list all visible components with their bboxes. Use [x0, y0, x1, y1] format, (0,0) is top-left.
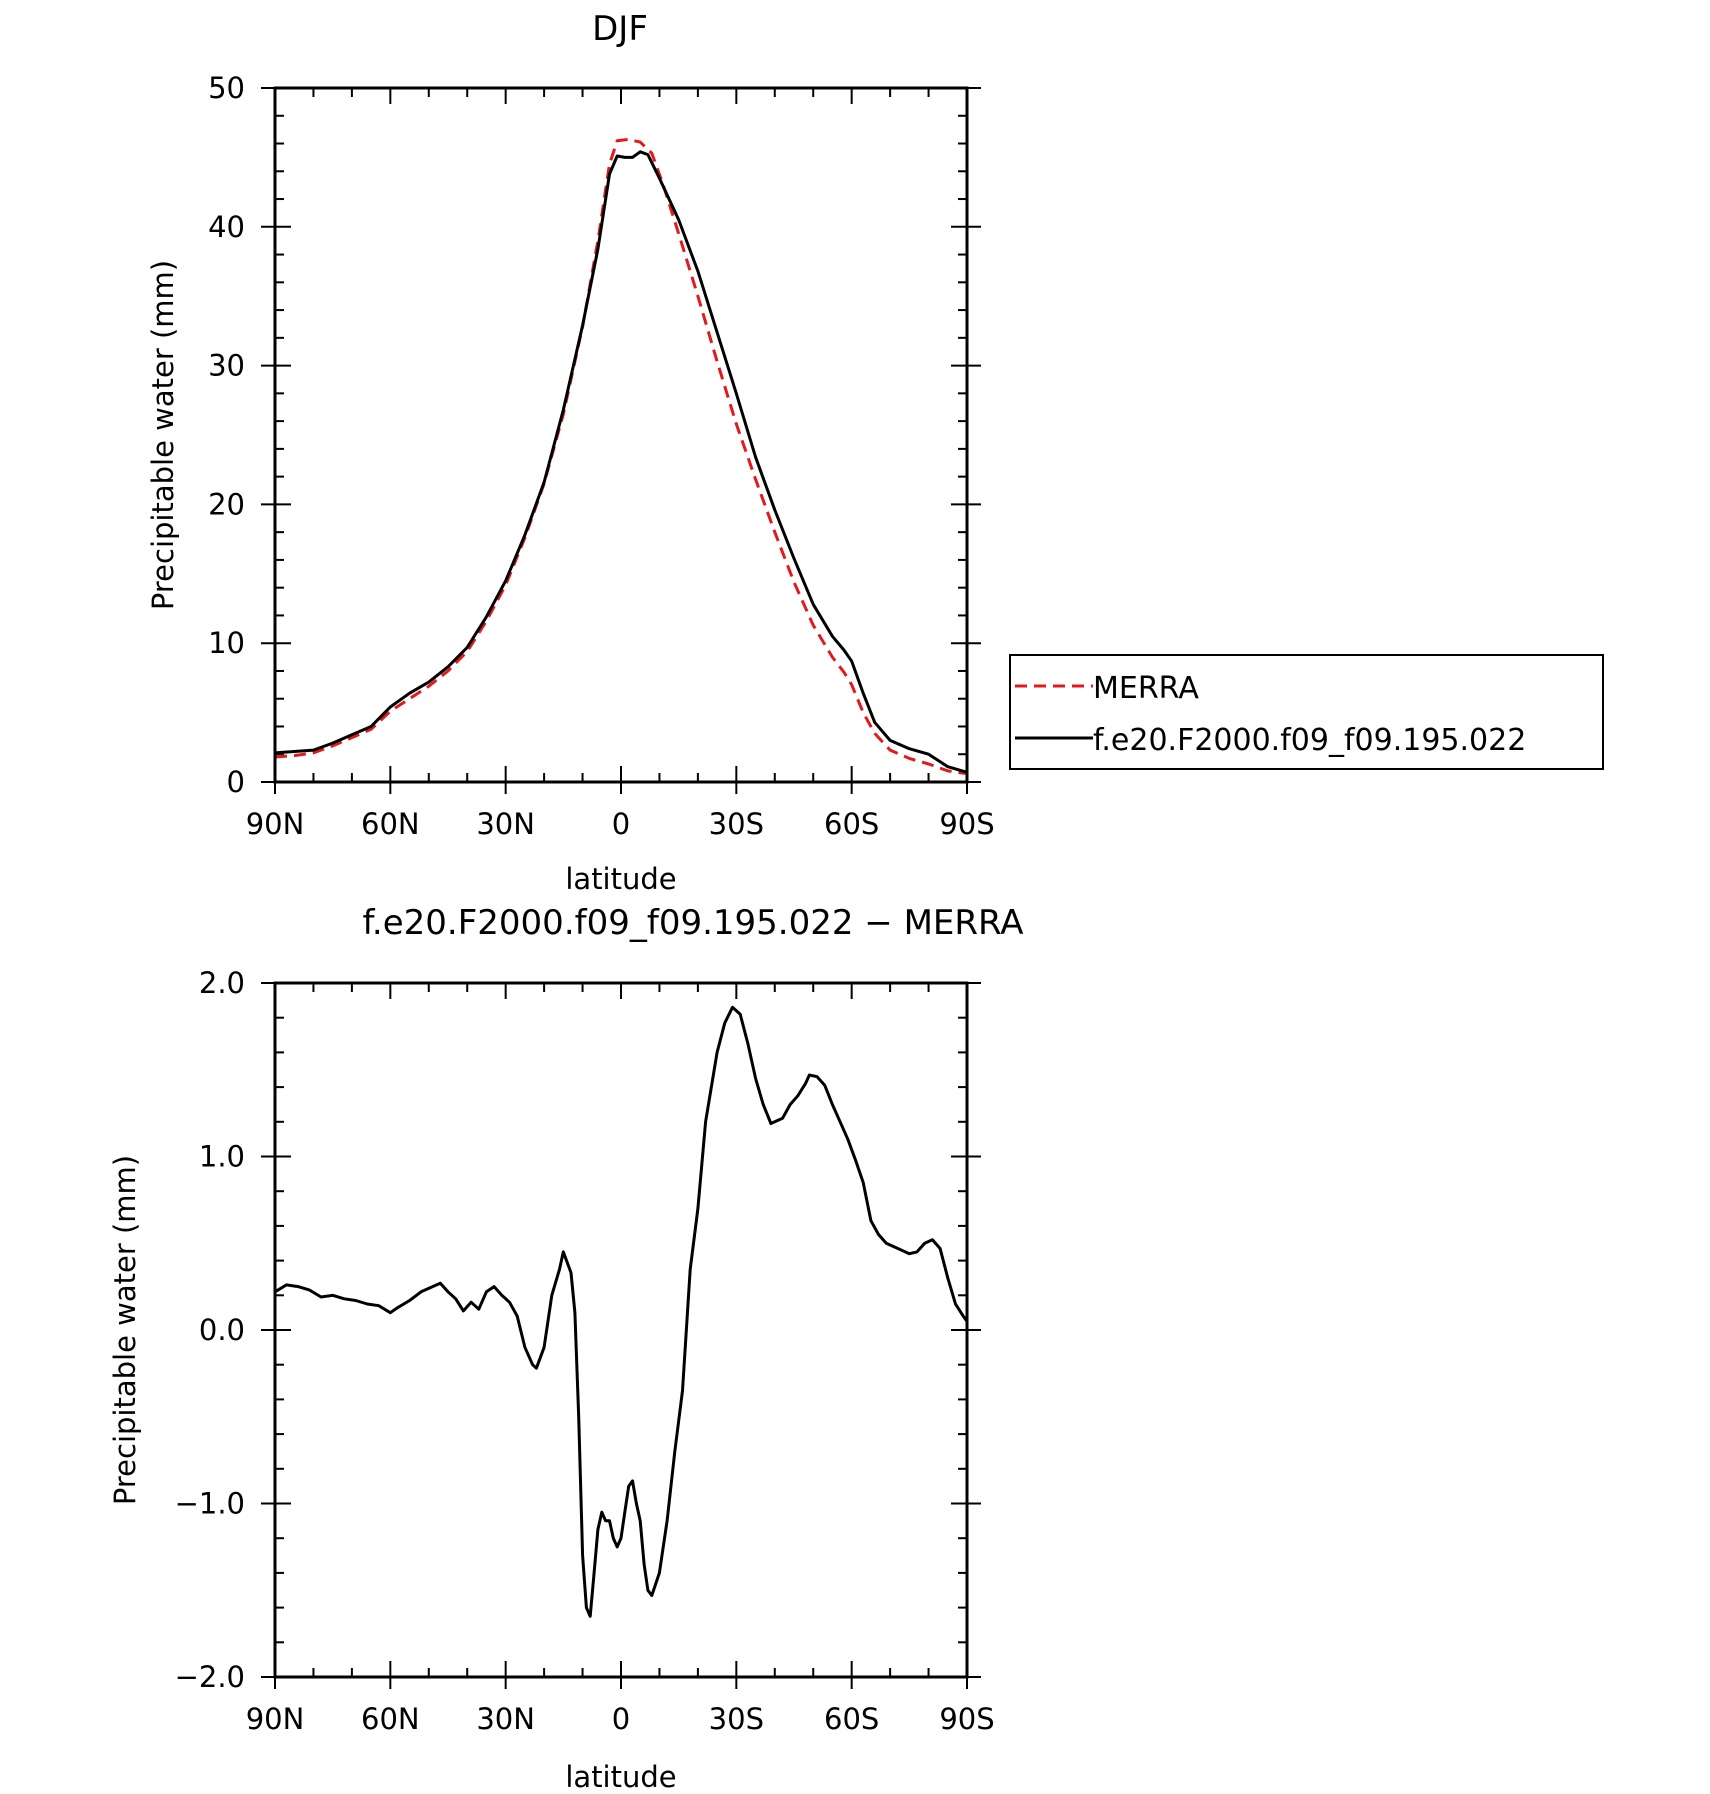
x-tick-label: 60N [361, 807, 420, 841]
chart-mean-precipitable-water: DJF 90N 60N 30N 0 30S 60S 90S 0 10 20 30 40 50 latit… [146, 9, 1604, 896]
tick-labels: 90N 60N 30N 0 30S 60S 90S 0 10 20 30 40 50 [208, 71, 995, 841]
y-tick-label: 20 [208, 487, 245, 521]
series-line-0 [274, 1005, 969, 1618]
axis-ticks [261, 982, 981, 1689]
y-axis-label: Precipitable water (mm) [108, 1155, 142, 1505]
legend-label-merra: MERRA [1093, 671, 1199, 706]
legend-label-model: f.e20.F2000.f09_f09.195.022 [1093, 723, 1526, 758]
x-tick-label: 30S [709, 1702, 764, 1736]
x-tick-label: 30N [476, 807, 535, 841]
tick-labels: 90N 60N 30N 0 30S 60S 90S −2.0 −1.0 0.0 1.0 2.0 [175, 966, 995, 1736]
x-tick-label: 90N [246, 1702, 305, 1736]
x-tick-label: 0 [612, 1702, 630, 1736]
plot-lines [274, 1005, 969, 1618]
chart-title: DJF [592, 9, 648, 49]
y-tick-label: −1.0 [175, 1487, 245, 1521]
y-tick-label: 30 [208, 349, 245, 383]
y-tick-label: 2.0 [199, 966, 245, 1000]
x-tick-label: 90N [246, 807, 305, 841]
chart-difference: f.e20.F2000.f09_f09.195.022 − MERRA 90N 6… [108, 903, 1024, 1794]
y-tick-label: 40 [208, 210, 245, 244]
x-tick-label: 60S [824, 1702, 879, 1736]
x-tick-label: 60S [824, 807, 879, 841]
x-axis-label: latitude [565, 1760, 676, 1794]
y-tick-label: 10 [208, 626, 245, 660]
plot-frame [273, 86, 969, 784]
series-line-1 [274, 150, 968, 774]
x-tick-label: 30S [709, 807, 764, 841]
y-tick-label: 0 [227, 765, 245, 799]
legend: MERRA f.e20.F2000.f09_f09.195.022 [1009, 654, 1604, 770]
chart-title: f.e20.F2000.f09_f09.195.022 − MERRA [362, 903, 1023, 943]
y-tick-label: 1.0 [199, 1140, 245, 1174]
x-tick-label: 90S [939, 1702, 994, 1736]
series-line-0 [274, 137, 968, 776]
plot-frame [273, 981, 969, 1679]
y-axis-label: Precipitable water (mm) [146, 260, 180, 610]
plot-lines [274, 137, 968, 776]
x-tick-label: 0 [612, 807, 630, 841]
axis-ticks [261, 87, 981, 794]
x-axis-label: latitude [565, 862, 676, 896]
x-tick-label: 60N [361, 1702, 420, 1736]
x-tick-label: 30N [476, 1702, 535, 1736]
x-tick-label: 90S [939, 807, 994, 841]
legend-box [1009, 654, 1604, 770]
y-tick-label: 0.0 [199, 1313, 245, 1347]
y-tick-label: 50 [208, 71, 245, 105]
y-tick-label: −2.0 [175, 1660, 245, 1694]
